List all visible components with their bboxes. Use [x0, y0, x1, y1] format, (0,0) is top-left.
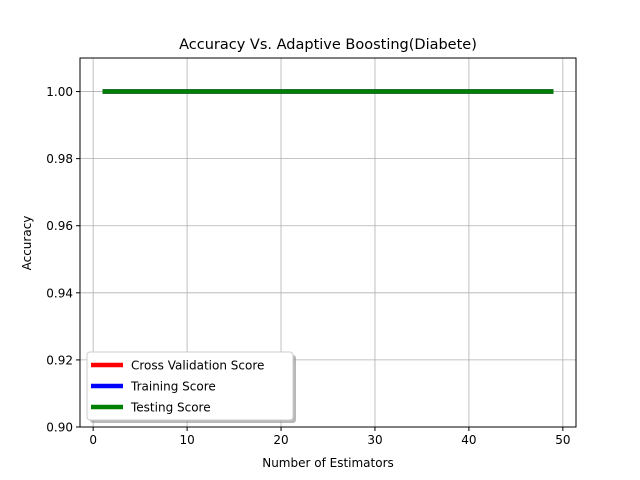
y-tick-label: 0.90	[46, 421, 73, 435]
legend-label: Testing Score	[130, 401, 211, 415]
legend-box	[86, 351, 294, 421]
x-tick-label: 0	[89, 433, 97, 447]
x-tick-label: 20	[273, 433, 288, 447]
legend-label: Training Score	[130, 380, 216, 394]
plot-frame	[79, 57, 577, 428]
y-tick-label: 0.92	[46, 353, 73, 367]
x-tick-label: 10	[179, 433, 194, 447]
y-tick-label: 1.00	[46, 85, 73, 99]
y-tick-label: 0.94	[46, 286, 73, 300]
axis-ticks: 0 10 20 30 40 50 0.90 0.92 0.94 0.96 0.98 1.00	[46, 85, 570, 447]
chart-title: Accuracy Vs. Adaptive Boosting(Diabete)	[179, 37, 477, 53]
x-tick-label: 40	[461, 433, 476, 447]
y-axis-label: Accuracy	[20, 216, 34, 271]
y-tick-label: 0.98	[46, 152, 73, 166]
legend-label: Cross Validation Score	[131, 359, 264, 373]
x-tick-label: 50	[555, 433, 570, 447]
y-tick-label: 0.96	[46, 219, 73, 233]
x-tick-label: 30	[367, 433, 382, 447]
x-axis-label: Number of Estimators	[262, 456, 394, 470]
legend: Cross Validation Score Training Score Test…	[86, 351, 296, 423]
